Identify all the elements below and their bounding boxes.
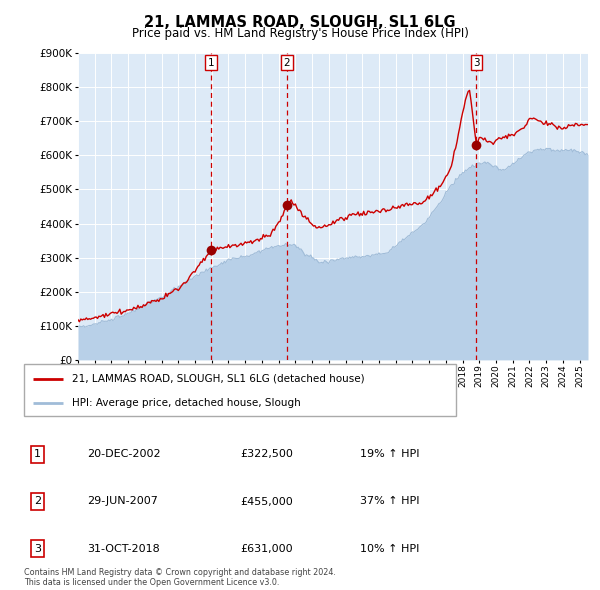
Text: 20-DEC-2002: 20-DEC-2002 — [87, 450, 161, 459]
Text: 31-OCT-2018: 31-OCT-2018 — [87, 544, 160, 553]
Text: 2: 2 — [284, 58, 290, 68]
Text: 37% ↑ HPI: 37% ↑ HPI — [360, 497, 419, 506]
Text: 21, LAMMAS ROAD, SLOUGH, SL1 6LG (detached house): 21, LAMMAS ROAD, SLOUGH, SL1 6LG (detach… — [71, 373, 364, 384]
Text: 29-JUN-2007: 29-JUN-2007 — [87, 497, 158, 506]
Text: 2: 2 — [34, 497, 41, 506]
Text: Price paid vs. HM Land Registry's House Price Index (HPI): Price paid vs. HM Land Registry's House … — [131, 27, 469, 40]
FancyBboxPatch shape — [24, 364, 456, 416]
Text: £631,000: £631,000 — [240, 544, 293, 553]
Text: £455,000: £455,000 — [240, 497, 293, 506]
Text: 1: 1 — [208, 58, 215, 68]
Text: 21, LAMMAS ROAD, SLOUGH, SL1 6LG: 21, LAMMAS ROAD, SLOUGH, SL1 6LG — [144, 15, 456, 30]
Text: 19% ↑ HPI: 19% ↑ HPI — [360, 450, 419, 459]
Text: Contains HM Land Registry data © Crown copyright and database right 2024.
This d: Contains HM Land Registry data © Crown c… — [24, 568, 336, 587]
Text: £322,500: £322,500 — [240, 450, 293, 459]
Text: HPI: Average price, detached house, Slough: HPI: Average price, detached house, Slou… — [71, 398, 300, 408]
Text: 1: 1 — [34, 450, 41, 459]
Text: 10% ↑ HPI: 10% ↑ HPI — [360, 544, 419, 553]
Text: 3: 3 — [473, 58, 480, 68]
Text: 3: 3 — [34, 544, 41, 553]
